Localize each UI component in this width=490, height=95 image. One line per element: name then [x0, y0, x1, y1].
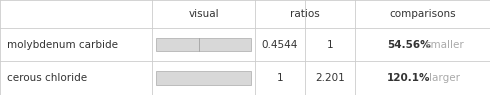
Text: ratios: ratios — [290, 9, 320, 19]
Text: visual: visual — [188, 9, 219, 19]
Text: 1: 1 — [327, 40, 333, 49]
Text: 1: 1 — [277, 73, 283, 83]
Text: molybdenum carbide: molybdenum carbide — [7, 40, 118, 49]
Bar — [156, 71, 251, 85]
Text: 120.1%: 120.1% — [387, 73, 430, 83]
Text: comparisons: comparisons — [389, 9, 456, 19]
Text: cerous chloride: cerous chloride — [7, 73, 87, 83]
Text: larger: larger — [429, 73, 460, 83]
Text: 2.201: 2.201 — [315, 73, 345, 83]
Text: smaller: smaller — [425, 40, 464, 49]
Text: 0.4544: 0.4544 — [262, 40, 298, 49]
Text: 54.56%: 54.56% — [387, 40, 430, 49]
Bar — [156, 38, 251, 51]
